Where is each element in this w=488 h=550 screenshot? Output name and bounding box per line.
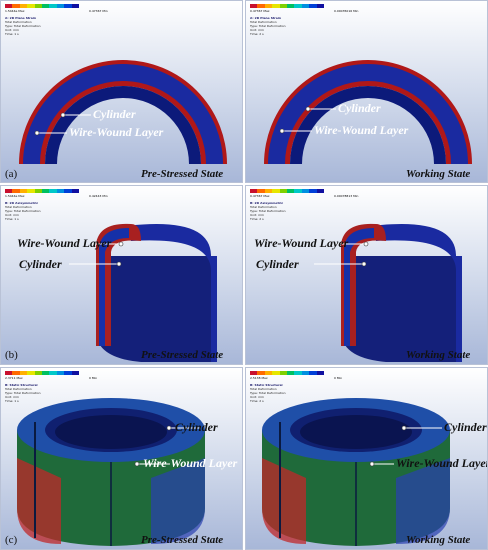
analysis-info: B: Static Structural Total Deformation T… — [5, 383, 41, 403]
wire-wound-layer-label: Wire-Wound Layer — [69, 125, 164, 139]
analysis-name: B: Static Structural — [5, 383, 38, 387]
analysis-info: A: 2D Plane Strain Total Deformation Typ… — [5, 16, 41, 36]
color-legend — [5, 371, 80, 375]
wire-wound-layer-label: Wire-Wound Layer — [396, 456, 488, 470]
hud-line: Time: 2 s — [250, 217, 264, 221]
hud-line: Unit: mm — [250, 28, 264, 32]
hud-line: Total Deformation — [5, 205, 32, 209]
hud-line: Total Deformation — [250, 20, 277, 24]
color-legend — [250, 4, 325, 8]
analysis-info: B: 2D Axisymmetric Total Deformation Typ… — [5, 201, 41, 221]
cylinder-label: Cylinder — [444, 420, 487, 434]
hud-line: Time: 1 s — [5, 217, 19, 221]
legend-min: 0.00035016 Min — [334, 9, 359, 13]
hud-line: Type: Total Deformation — [250, 391, 286, 395]
half-ring-model — [19, 60, 227, 164]
cylinder-label: Cylinder — [19, 257, 62, 271]
state-label: Pre-Stressed State — [141, 168, 224, 180]
state-label: Pre-Stressed State — [141, 534, 224, 546]
hud-line: Type: Total Deformation — [5, 209, 41, 213]
full-cylinder-model — [17, 398, 205, 546]
hud-line: Unit: mm — [250, 213, 264, 217]
analysis-info: B: Static Structural Total Deformation T… — [250, 383, 286, 403]
hud-line: Time: 1 s — [5, 399, 19, 403]
panel-letter-a: (a) — [5, 168, 18, 180]
wire-wound-layer-label: Wire-Wound Layer — [17, 236, 112, 250]
cylinder-label: Cylinder — [175, 420, 218, 434]
cylinder-label: Cylinder — [93, 107, 136, 121]
analysis-info: B: 2D Axisymmetric Total Deformation Typ… — [250, 201, 286, 221]
panel-a-left: 1.5444e Max 0.47367 Min A: 2D Plane Stra… — [0, 0, 243, 183]
wire-wound-layer-label: Wire-Wound Layer — [254, 236, 349, 250]
hud-line: Total Deformation — [5, 20, 32, 24]
panel-letter-c: (c) — [5, 534, 18, 546]
panel-c-right: 2.5138 Max 0 Min B: Static Structural To… — [245, 367, 488, 550]
color-legend — [250, 371, 325, 375]
analysis-name: A: 2D Plane Strain — [5, 16, 36, 20]
hud-line: Unit: mm — [5, 213, 19, 217]
cylinder-label: Cylinder — [338, 101, 381, 115]
analysis-info: A: 2D Plane Strain Total Deformation Typ… — [250, 16, 286, 36]
hud-line: Type: Total Deformation — [5, 24, 41, 28]
panel-b-right: 0.47367 Max 0.00078813 Min B: 2D Axisymm… — [245, 185, 488, 365]
color-legend — [5, 189, 80, 193]
hud-line: Type: Total Deformation — [250, 24, 286, 28]
hud-line: Time: 1 s — [5, 32, 19, 36]
legend-max: 1.5444e Max — [5, 194, 25, 198]
hud-line: Type: Total Deformation — [250, 209, 286, 213]
cutaway-cylinder-model — [314, 223, 462, 362]
hud-line: Time: 2 s — [250, 32, 264, 36]
hud-line: Type: Total Deformation — [5, 391, 41, 395]
wire-wound-layer-label: Wire-Wound Layer — [314, 123, 409, 137]
state-label: Working State — [406, 534, 471, 546]
legend-min: 0 Min — [334, 376, 343, 380]
analysis-name: B: 2D Axisymmetric — [250, 201, 284, 205]
state-label: Working State — [406, 349, 471, 361]
panel-letter-b: (b) — [5, 349, 18, 361]
state-label: Pre-Stressed State — [141, 349, 224, 361]
hud-line: Total Deformation — [5, 387, 32, 391]
analysis-name: A: 2D Plane Strain — [250, 16, 281, 20]
color-legend — [250, 189, 325, 193]
panel-a-right: 0.47367 Max 0.00035016 Min A: 2D Plane S… — [245, 0, 488, 183]
legend-min: 0.42443 Min — [89, 194, 108, 198]
legend-min: 0.00078813 Min — [334, 194, 359, 198]
cylinder-label: Cylinder — [256, 257, 299, 271]
hud-line: Total Deformation — [250, 387, 277, 391]
legend-max: 2.3711 Max — [5, 376, 23, 380]
full-cylinder-model — [262, 398, 450, 546]
hud-line: Total Deformation — [250, 205, 277, 209]
legend-max: 0.47367 Max — [250, 9, 270, 13]
half-ring-model — [264, 60, 472, 164]
color-legend — [5, 4, 80, 8]
analysis-name: B: Static Structural — [250, 383, 283, 387]
legend-min: 0 Min — [89, 376, 98, 380]
legend-max: 0.47367 Max — [250, 194, 270, 198]
panel-c-left: 2.3711 Max 0 Min B: Static Structural To… — [0, 367, 243, 550]
hud-line: Unit: mm — [250, 395, 264, 399]
hud-line: Unit: mm — [5, 28, 19, 32]
cutaway-cylinder-model — [69, 223, 217, 362]
legend-max: 2.5138 Max — [250, 376, 268, 380]
hud-line: Time: 2 s — [250, 399, 264, 403]
wire-wound-layer-label: Wire-Wound Layer — [143, 456, 238, 470]
panel-b-left: 1.5444e Max 0.42443 Min B: 2D Axisymmetr… — [0, 185, 243, 365]
state-label: Working State — [406, 168, 471, 180]
analysis-name: B: 2D Axisymmetric — [5, 201, 39, 205]
legend-max: 1.5444e Max — [5, 9, 25, 13]
legend-min: 0.47367 Min — [89, 9, 108, 13]
hud-line: Unit: mm — [5, 395, 19, 399]
